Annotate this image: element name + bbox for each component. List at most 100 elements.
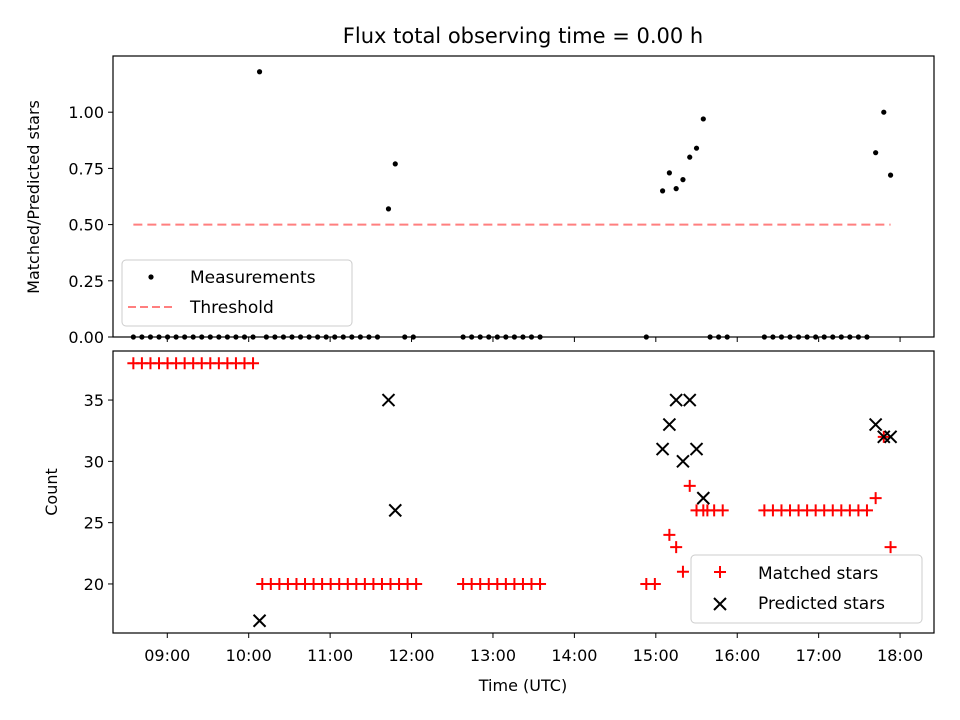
matched-star-point [860,504,873,517]
top-y-ticks: 0.00 0.25 0.50 0.75 1.00 [68,103,113,347]
measurement-point-zero [315,334,321,340]
measurement-point-zero [130,334,136,340]
measurement-point [680,177,686,183]
measurement-point-zero [323,334,329,340]
bottom-plot-frame [112,350,935,634]
measurement-point-zero [795,334,802,340]
top-legend: Measurements Threshold [121,259,353,327]
matched-star-point [670,541,683,554]
matched-star-point [410,577,423,590]
measurement-point-zero [357,334,363,340]
predicted-star-points [252,393,898,628]
measurement-point-zero [410,334,416,340]
measurement-point-zero [233,334,239,340]
measurement-point-zero [716,334,722,340]
matched-star-point [534,577,547,590]
measurement-point [385,206,392,212]
matched-star-point [247,357,260,370]
bottom-y-axis-label: Count [42,468,61,516]
measurement-point-zero [216,334,222,340]
x-tick-label: 10:00 [226,646,272,665]
predicted-star-point [388,503,402,518]
measurement-point [693,145,700,151]
legend-measurements-marker [148,274,154,280]
measurement-point-zero [139,334,145,340]
measurement-point-zero [190,334,196,340]
measurement-point-zero [821,334,827,340]
predicted-star-point [655,442,670,456]
measurement-point-zero [460,334,466,340]
legend-matched-marker [714,566,726,578]
matched-star-point [676,565,689,578]
y-tick-label: 30 [84,452,104,471]
measurement-point-zero [855,334,862,340]
measurement-point [700,116,706,122]
measurement-point-zero [182,334,188,340]
matched-star-point [701,504,714,517]
predicted-star-point [662,417,677,432]
y-tick-label: 20 [84,575,104,594]
measurement-point-zero [164,334,171,340]
measurement-point-zero [864,334,870,340]
y-tick-label: 0.75 [68,159,104,178]
measurement-point-zero [778,334,785,340]
measurement-point-zero [838,334,844,340]
x-tick-label: 18:00 [877,646,923,665]
predicted-star-point [883,430,898,444]
measurement-point-zero [486,334,492,340]
measurement-point-zero [813,334,819,340]
measurement-point-zero [224,334,230,340]
measurement-point [659,188,666,194]
top-y-axis-label: Matched/Predicted stars [24,100,43,294]
top-x-ticks [166,337,901,342]
measurement-point-zero [537,334,543,340]
y-tick-label: 0.50 [68,216,104,235]
measurement-point-zero [280,334,287,340]
x-tick-label: 17:00 [796,646,842,665]
y-tick-label: 0.00 [68,328,104,347]
bottom-legend: Matched stars Predicted stars [690,554,923,624]
measurement-point-zero [804,334,810,340]
measurement-point-zero [147,334,154,340]
measurement-point [873,150,879,156]
matched-star-point [683,479,696,492]
measurement-point-zero [724,334,730,340]
measurement-point-zero [494,334,500,340]
measurement-point [687,154,693,160]
measurement-point-zero [511,334,518,340]
x-tick-label: 12:00 [388,646,434,665]
measurement-point-zero [503,334,509,340]
measurement-point-zero [241,334,248,340]
measurement-point-zero [469,334,475,340]
matched-star-point [663,528,676,541]
legend-threshold-label: Threshold [189,298,274,318]
measurement-point-zero [643,334,649,340]
y-tick-label: 25 [84,514,104,533]
measurement-point-zero [847,334,853,340]
chart-title: Flux total observing time = 0.00 h [343,24,703,48]
measurement-point-zero [528,334,535,340]
legend-measurements-label: Measurements [190,268,316,288]
measurement-point [887,172,894,178]
predicted-star-point [683,393,697,407]
measurement-point-zero [272,334,278,340]
x-tick-label: 09:00 [144,646,190,665]
measurement-point-zero [374,334,381,340]
top-panel: 0.00 0.25 0.50 0.75 1.00 Matched/Predicted s… [24,55,935,347]
legend-predicted-marker [713,597,727,611]
measurement-point-zero [332,334,338,340]
predicted-star-point [381,393,396,407]
measurement-point [673,186,679,192]
x-tick-label: 15:00 [633,646,679,665]
bottom-x-ticks: 09:00 10:00 11:00 12:00 13:00 14:00 15:00 16:00… [144,633,923,665]
y-tick-label: 35 [84,391,104,410]
matched-star-point [869,492,882,505]
predicted-star-point [669,393,683,407]
legend-predicted-label: Predicted stars [758,594,885,614]
measurement-point-zero [830,334,836,340]
x-tick-label: 11:00 [307,646,353,665]
measurement-point-zero [173,334,179,340]
x-tick-label: 13:00 [470,646,516,665]
predicted-star-point [676,454,690,469]
